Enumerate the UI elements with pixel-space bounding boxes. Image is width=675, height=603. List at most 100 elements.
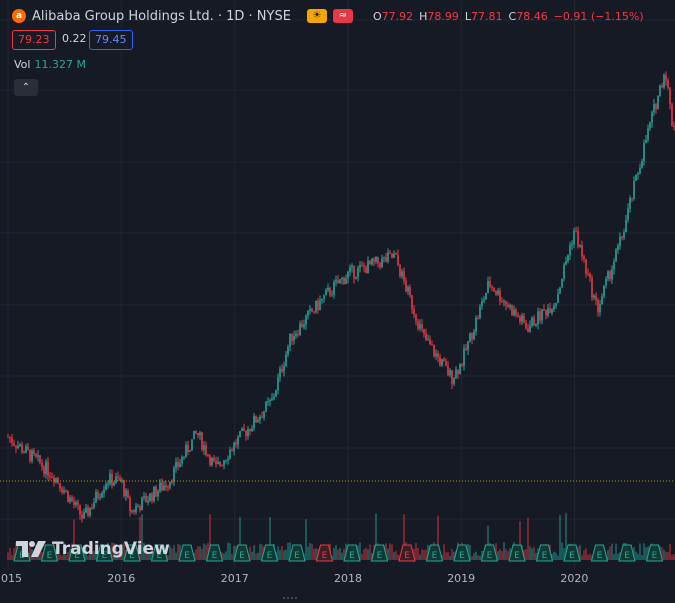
collapse-legend-button[interactable]: ⌃ bbox=[14, 79, 38, 96]
volume-bar bbox=[501, 551, 503, 560]
candle-body bbox=[85, 507, 87, 513]
earnings-marker[interactable]: E bbox=[123, 544, 141, 562]
candle-body bbox=[323, 295, 325, 299]
earnings-flag bbox=[205, 544, 224, 562]
earnings-marker[interactable]: E bbox=[68, 544, 86, 562]
volume-bar bbox=[61, 555, 63, 560]
candle-body bbox=[317, 300, 319, 310]
volume-bar bbox=[121, 547, 123, 560]
candle-body bbox=[237, 436, 239, 445]
earnings-marker[interactable]: E bbox=[205, 544, 224, 562]
earnings-marker[interactable]: E bbox=[178, 544, 196, 562]
volume-bar bbox=[313, 548, 315, 560]
candle-body bbox=[521, 315, 523, 322]
earnings-marker[interactable]: E bbox=[150, 544, 169, 562]
volume-bar bbox=[59, 554, 61, 560]
volume-bar bbox=[253, 545, 255, 560]
candle-body bbox=[219, 461, 221, 466]
volume-bar bbox=[427, 544, 429, 560]
volume-bar bbox=[559, 515, 561, 560]
candle-body bbox=[97, 491, 99, 498]
earnings-marker[interactable]: E bbox=[343, 544, 361, 562]
candle-body bbox=[113, 482, 115, 486]
candle-body bbox=[291, 333, 293, 341]
candle-body bbox=[647, 128, 649, 141]
earnings-marker[interactable]: E bbox=[535, 544, 554, 562]
candle-body bbox=[353, 265, 355, 279]
earnings-marker[interactable]: E bbox=[480, 544, 499, 562]
volume-bar bbox=[589, 553, 591, 560]
earnings-letter: E bbox=[349, 551, 355, 561]
volume-bar bbox=[425, 549, 427, 560]
volume-bar bbox=[203, 543, 205, 560]
volume-bar bbox=[9, 547, 11, 560]
candle-body bbox=[343, 277, 345, 285]
earnings-marker[interactable]: E bbox=[40, 544, 59, 562]
volume-bar bbox=[337, 549, 339, 560]
earnings-marker[interactable]: E bbox=[260, 544, 279, 562]
volume-bar bbox=[31, 549, 33, 560]
candle-body bbox=[537, 311, 539, 325]
volume-bar bbox=[369, 544, 371, 560]
candle-body bbox=[405, 280, 407, 292]
earnings-marker[interactable]: E bbox=[645, 544, 664, 562]
volume-bar bbox=[509, 548, 511, 560]
volume-bar bbox=[195, 549, 197, 560]
candle-body bbox=[297, 333, 299, 335]
time-axis-label: 2018 bbox=[333, 572, 362, 585]
candle-body bbox=[575, 230, 577, 232]
earnings-marker[interactable]: E bbox=[233, 544, 251, 562]
candle-body bbox=[197, 433, 199, 436]
earnings-marker[interactable]: E bbox=[370, 544, 389, 562]
earnings-marker[interactable]: E bbox=[590, 544, 609, 562]
market-open-icon[interactable]: ☀ bbox=[306, 9, 327, 23]
time-axis[interactable]: 2015 2016 2017 2018 2019 2020 bbox=[0, 570, 675, 588]
earnings-letter: E bbox=[212, 551, 218, 561]
earnings-marker[interactable]: E bbox=[425, 544, 444, 562]
candle-body bbox=[385, 257, 387, 262]
candle-body bbox=[403, 271, 405, 281]
candle-body bbox=[609, 271, 611, 280]
candle-body bbox=[309, 308, 311, 311]
pane-resize-handle[interactable] bbox=[283, 597, 297, 603]
buy-price-button[interactable]: 79.45 bbox=[89, 30, 133, 50]
price-plot[interactable]: EEEEEEEEEEEEEEEEEEEEEEEE bbox=[0, 0, 675, 570]
volume-bar bbox=[249, 546, 251, 560]
volume-bar bbox=[663, 549, 665, 560]
earnings-letter: E bbox=[129, 551, 135, 561]
volume-bar bbox=[397, 554, 399, 560]
earnings-marker[interactable]: E bbox=[315, 544, 334, 562]
earnings-marker[interactable]: E bbox=[95, 544, 114, 562]
candle-body bbox=[503, 301, 505, 303]
candle-body bbox=[211, 457, 213, 466]
volume-bar bbox=[475, 551, 477, 560]
volume-bar bbox=[391, 544, 393, 560]
volume-bar bbox=[447, 552, 449, 560]
earnings-marker[interactable]: E bbox=[398, 544, 416, 562]
candle-body bbox=[215, 460, 217, 464]
earnings-flag bbox=[645, 544, 664, 562]
earnings-marker[interactable]: E bbox=[453, 544, 471, 562]
earnings-flag bbox=[370, 544, 389, 562]
volume-bar bbox=[633, 546, 635, 560]
data-problem-icon[interactable]: ≈ bbox=[332, 9, 353, 23]
sell-price-button[interactable]: 79.23 bbox=[12, 30, 56, 50]
candle-body bbox=[557, 293, 559, 303]
earnings-marker[interactable]: E bbox=[618, 544, 636, 562]
candle-body bbox=[445, 361, 447, 366]
earnings-letter: E bbox=[542, 551, 548, 561]
volume-bar bbox=[169, 545, 171, 560]
candle-body bbox=[253, 415, 255, 429]
candle-body bbox=[37, 455, 39, 457]
volume-bar bbox=[315, 548, 317, 560]
candle-body bbox=[487, 281, 489, 293]
earnings-marker[interactable]: E bbox=[288, 544, 306, 562]
symbol-title[interactable]: Alibaba Group Holdings Ltd. · 1D · NYSE bbox=[32, 8, 291, 24]
candle-body bbox=[39, 455, 41, 463]
low-value: 77.81 bbox=[471, 9, 503, 23]
candle-body bbox=[601, 296, 603, 305]
earnings-marker[interactable]: E bbox=[563, 544, 581, 562]
earnings-marker[interactable]: E bbox=[508, 544, 526, 562]
candle-body bbox=[289, 333, 291, 347]
